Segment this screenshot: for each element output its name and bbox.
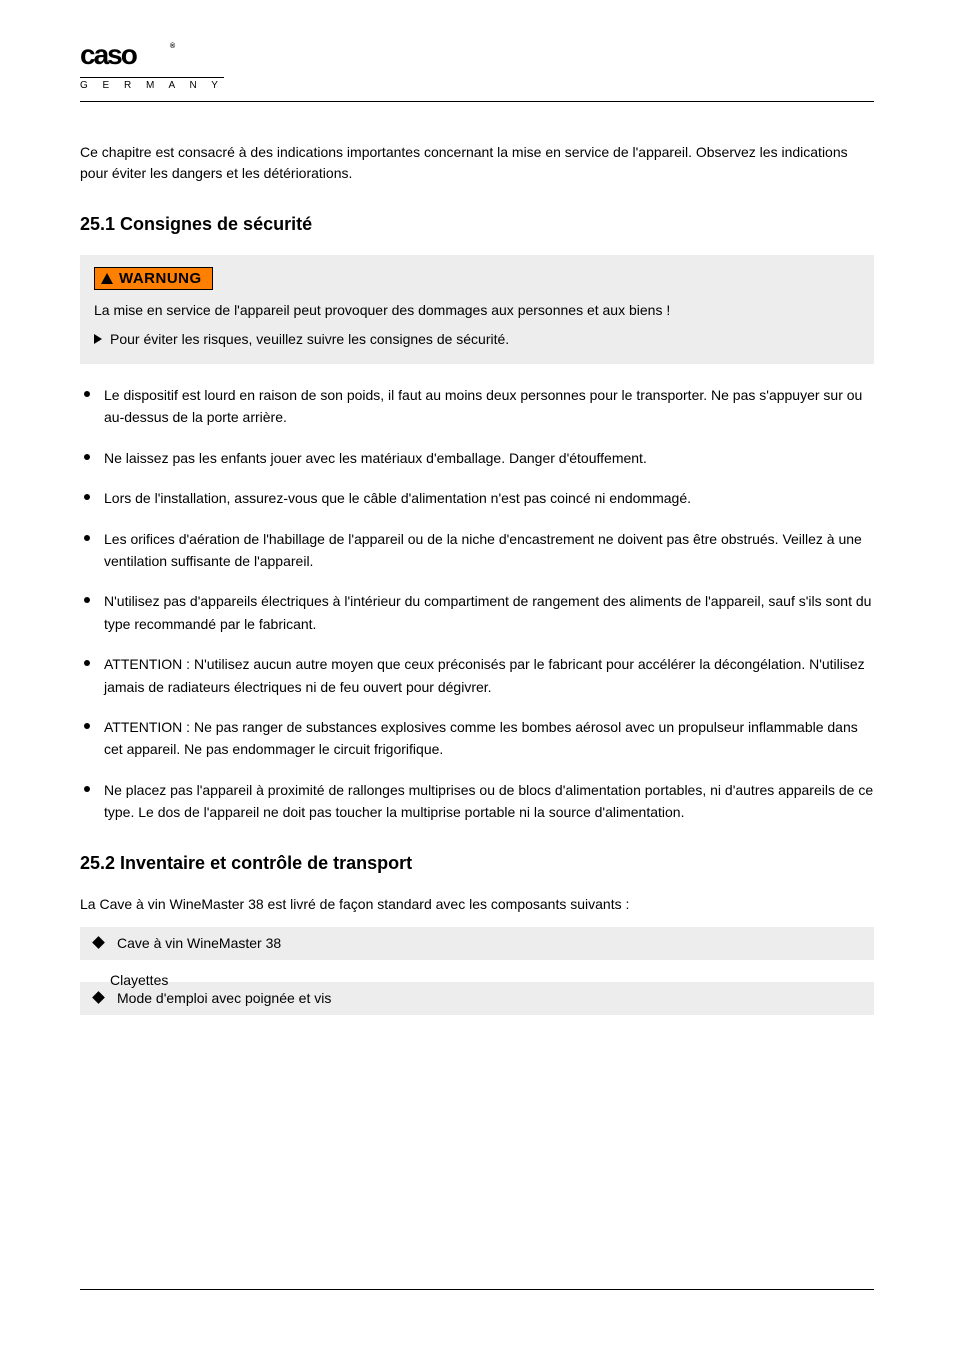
list-item: ATTENTION : Ne pas ranger de substances … — [80, 716, 874, 761]
section-heading-25-2: 25.2 Inventaire et contrôle de transport — [80, 853, 874, 874]
section-heading-25-1: 25.1 Consignes de sécurité — [80, 214, 874, 235]
bullet-text: ATTENTION : N'utilisez aucun autre moyen… — [104, 653, 874, 698]
component-row: Cave à vin WineMaster 38 — [80, 927, 874, 960]
diamond-icon — [92, 992, 105, 1005]
warning-box: WARNUNG La mise en service de l'appareil… — [80, 255, 874, 364]
component-text: Cave à vin WineMaster 38 — [117, 933, 281, 954]
warnung-label: WARNUNG — [119, 270, 202, 287]
header-divider — [80, 101, 874, 102]
svg-text:caso: caso — [80, 40, 138, 70]
warning-triangle-icon — [101, 273, 113, 284]
bullet-text: Ne placez pas l'appareil à proximité de … — [104, 779, 874, 824]
bullet-text: Lors de l'installation, assurez-vous que… — [104, 487, 691, 509]
arrow-icon — [94, 334, 102, 344]
bullet-text: Le dispositif est lourd en raison de son… — [104, 384, 874, 429]
bullet-icon — [84, 597, 90, 603]
list-item: N'utilisez pas d'appareils électriques à… — [80, 590, 874, 635]
bullet-text: Ne laissez pas les enfants jouer avec le… — [104, 447, 647, 469]
bullet-icon — [84, 391, 90, 397]
bullet-text: Les orifices d'aération de l'habillage d… — [104, 528, 874, 573]
header-logo-block: caso ® G E R M A N Y — [80, 40, 874, 93]
brand-subtext: G E R M A N Y — [80, 77, 224, 91]
bullet-icon — [84, 535, 90, 541]
bullet-icon — [84, 454, 90, 460]
list-item: Ne placez pas l'appareil à proximité de … — [80, 779, 874, 824]
row-spacer: Clayettes — [80, 972, 874, 982]
delivery-summary-line: La Cave à vin WineMaster 38 est livré de… — [80, 894, 874, 915]
document-page: caso ® G E R M A N Y Ce chapitre est con… — [0, 0, 954, 1067]
brand-name: caso ® — [80, 40, 224, 75]
bullet-icon — [84, 660, 90, 666]
warnung-badge: WARNUNG — [94, 267, 213, 290]
list-item: ATTENTION : N'utilisez aucun autre moyen… — [80, 653, 874, 698]
bullet-icon — [84, 786, 90, 792]
brand-logo: caso ® G E R M A N Y — [80, 40, 224, 93]
warning-intro-text: La mise en service de l'appareil peut pr… — [94, 300, 860, 321]
component-text: Mode d'emploi avec poignée et vis — [117, 988, 331, 1009]
list-item: Les orifices d'aération de l'habillage d… — [80, 528, 874, 573]
component-row: Mode d'emploi avec poignée et vis — [80, 982, 874, 1015]
warning-hint-line: Pour éviter les risques, veuillez suivre… — [94, 329, 860, 350]
list-item: Ne laissez pas les enfants jouer avec le… — [80, 447, 874, 469]
footer-divider — [80, 1289, 874, 1290]
list-item: Le dispositif est lourd en raison de son… — [80, 384, 874, 429]
intro-paragraph-1: Ce chapitre est consacré à des indicatio… — [80, 142, 874, 184]
bullet-icon — [84, 723, 90, 729]
caso-wordmark-svg: caso ® — [80, 40, 180, 70]
component-text-mid: Clayettes — [80, 972, 168, 988]
bullet-text: ATTENTION : Ne pas ranger de substances … — [104, 716, 874, 761]
svg-text:®: ® — [170, 42, 176, 50]
diamond-icon — [92, 937, 105, 950]
safety-bullet-list: Le dispositif est lourd en raison de son… — [80, 384, 874, 823]
list-item: Lors de l'installation, assurez-vous que… — [80, 487, 874, 509]
warning-hint-text: Pour éviter les risques, veuillez suivre… — [110, 329, 509, 350]
bullet-icon — [84, 494, 90, 500]
bullet-text: N'utilisez pas d'appareils électriques à… — [104, 590, 874, 635]
